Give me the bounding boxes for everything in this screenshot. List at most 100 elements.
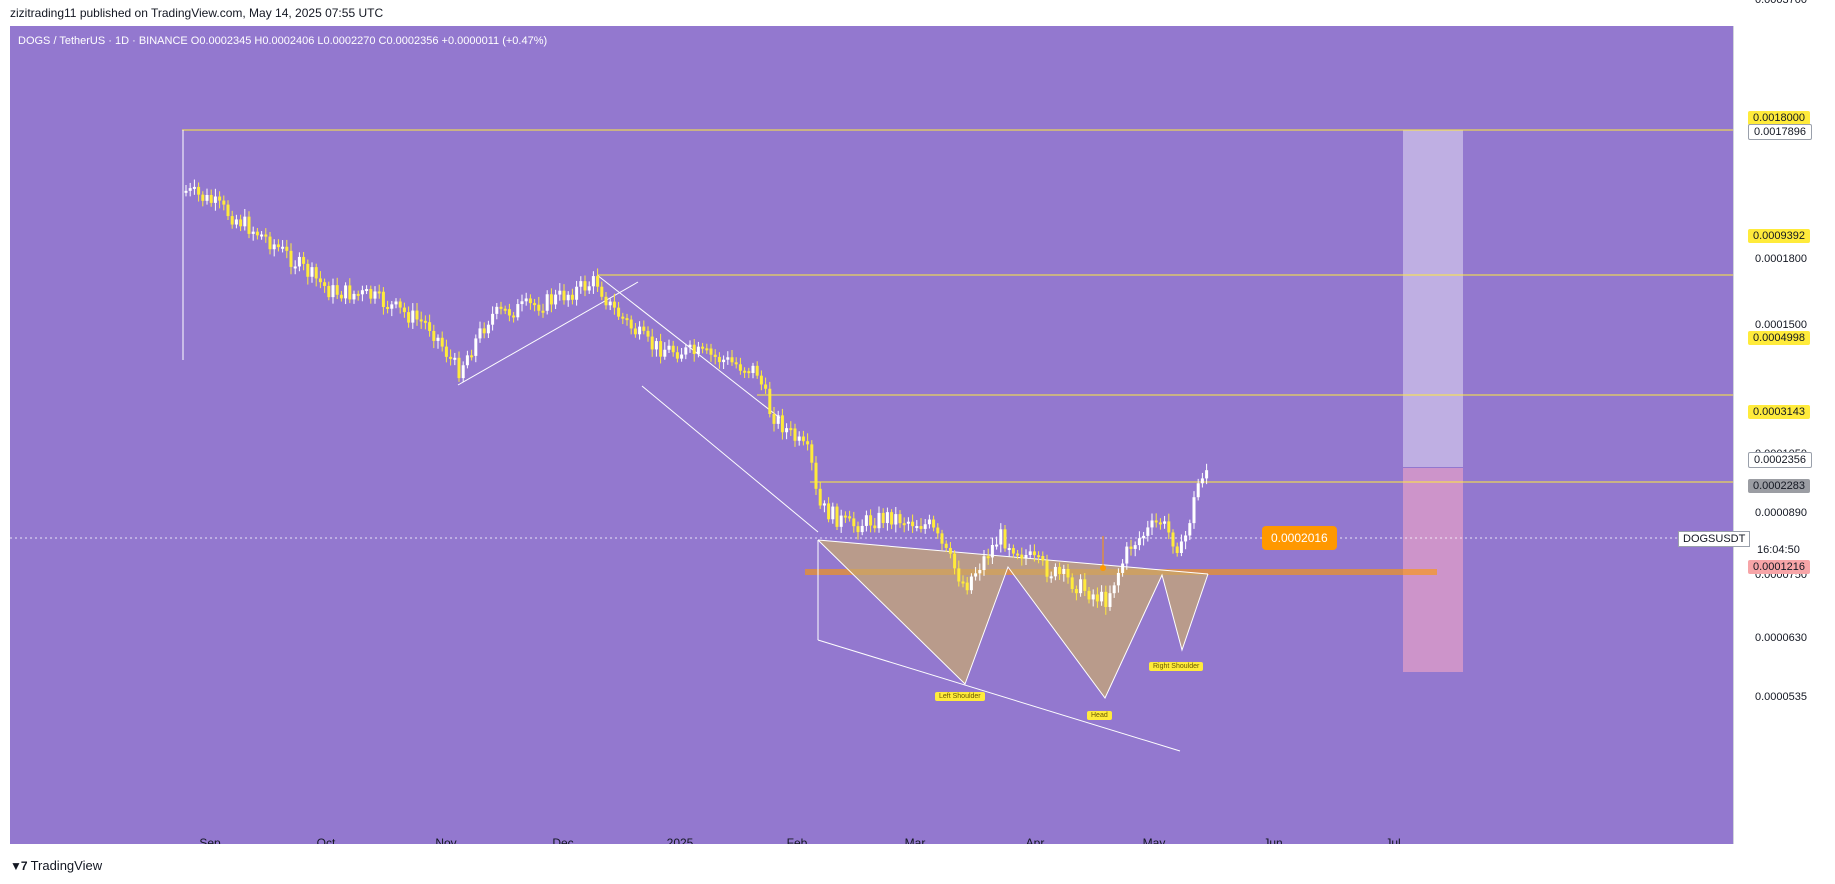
candle-body — [507, 309, 511, 316]
candle-body — [331, 285, 335, 298]
chart-canvas[interactable]: DOGS / TetherUS · 1D · BINANCE O0.000234… — [10, 26, 1733, 844]
candle-body — [318, 278, 322, 283]
price-level-tag[interactable]: 0.0002356 — [1748, 452, 1812, 468]
candle-body — [713, 354, 717, 357]
candle-body — [986, 556, 990, 559]
candle-body — [533, 303, 537, 306]
candle-body — [1125, 546, 1129, 564]
price-level-tag[interactable]: 0.0002283 — [1748, 479, 1810, 493]
candle-body — [659, 341, 663, 357]
candle-body — [566, 294, 570, 301]
pattern-label-left-shoulder: Left Shoulder — [935, 692, 985, 701]
candle-body — [234, 219, 238, 225]
price-chart-svg[interactable] — [10, 26, 1733, 844]
footer-branding[interactable]: ▼7 TradingView — [10, 858, 102, 873]
candle-body — [701, 346, 705, 349]
candle-body — [1070, 577, 1074, 589]
candle-body — [827, 503, 831, 520]
candle-body — [604, 296, 608, 306]
price-level-tag[interactable]: 0.0004998 — [1748, 331, 1810, 345]
price-level-tag[interactable]: 0.0009392 — [1748, 229, 1810, 243]
candle-body — [923, 524, 927, 529]
candle-body — [1167, 521, 1171, 533]
candle-body — [356, 293, 360, 296]
candle-body — [591, 276, 595, 287]
candle-body — [516, 304, 520, 318]
candle-body — [440, 337, 444, 347]
candle-body — [995, 544, 999, 547]
candle-body — [583, 281, 587, 291]
candle-body — [1129, 546, 1133, 549]
candle-body — [281, 246, 285, 249]
candle-body — [801, 436, 805, 442]
rising-wedge-lower — [457, 281, 639, 386]
candle-body — [524, 298, 528, 302]
candle-body — [402, 307, 406, 313]
candle-body — [289, 250, 293, 267]
candle-body — [587, 286, 591, 291]
candle-body — [738, 364, 742, 371]
candle-body — [520, 301, 524, 305]
time-tick: Apr — [1025, 836, 1045, 844]
candle-body — [629, 319, 633, 329]
price-callout[interactable]: 0.0002016 — [1262, 526, 1337, 550]
price-level-tag[interactable]: 0.0003143 — [1748, 405, 1810, 419]
candle-body — [1083, 579, 1087, 591]
candle-body — [1020, 554, 1024, 559]
pattern-fill[interactable] — [818, 540, 1208, 698]
candle-body — [192, 186, 196, 189]
pattern-label-head: Head — [1087, 711, 1112, 720]
candle-body — [692, 344, 696, 354]
candle-body — [1041, 556, 1045, 561]
time-tick: 2025 — [666, 836, 694, 844]
candle-body — [638, 326, 642, 335]
candle-body — [852, 518, 856, 527]
price-tick: 0.0003700 — [1755, 0, 1807, 6]
candle-body — [1104, 591, 1108, 607]
candle-body — [449, 356, 453, 359]
candle-body — [264, 234, 268, 237]
candle-body — [726, 357, 730, 360]
candle-body — [1192, 497, 1196, 524]
candle-body — [877, 512, 881, 529]
candle-body — [457, 357, 461, 379]
candle-body — [188, 188, 192, 191]
candle-body — [843, 515, 847, 518]
candle-body — [1171, 532, 1175, 547]
candle-body — [717, 356, 721, 363]
candle-body — [810, 444, 814, 463]
candle-body — [558, 290, 562, 295]
candle-body — [1003, 529, 1007, 549]
candle-body — [1175, 546, 1179, 553]
candle-body — [667, 345, 671, 350]
candle-body — [352, 293, 356, 300]
price-level-tag[interactable]: 0.0018000 — [1748, 111, 1810, 125]
candle-body — [423, 320, 427, 323]
target-zone[interactable] — [1403, 130, 1463, 467]
candle-body — [1007, 548, 1011, 551]
candle-body — [247, 216, 251, 234]
candle-body — [390, 304, 394, 309]
callout-anchor — [1100, 565, 1106, 571]
candle-body — [1200, 478, 1204, 484]
candle-body — [793, 428, 797, 441]
candle-body — [1062, 568, 1066, 574]
candle-body — [1133, 545, 1137, 549]
candle-body — [860, 525, 864, 533]
price-level-tag[interactable]: 0.0001216 — [1748, 560, 1810, 574]
candle-body — [209, 194, 213, 203]
candle-body — [222, 200, 226, 205]
price-scale[interactable]: 0.00340000.00280000.00220000.00180000.00… — [1733, 0, 1829, 844]
price-tick: 0.0001500 — [1755, 319, 1807, 332]
candle-body — [436, 337, 440, 341]
candle-body — [335, 285, 339, 295]
candle-body — [1163, 521, 1167, 524]
price-level-tag[interactable]: 0.0017896 — [1748, 124, 1812, 140]
candle-body — [419, 319, 423, 322]
candle-body — [755, 365, 759, 376]
candle-body — [344, 285, 348, 299]
candle-body — [1028, 551, 1032, 555]
candle-body — [365, 289, 369, 292]
candle-body — [230, 216, 234, 225]
candle-body — [600, 286, 604, 297]
